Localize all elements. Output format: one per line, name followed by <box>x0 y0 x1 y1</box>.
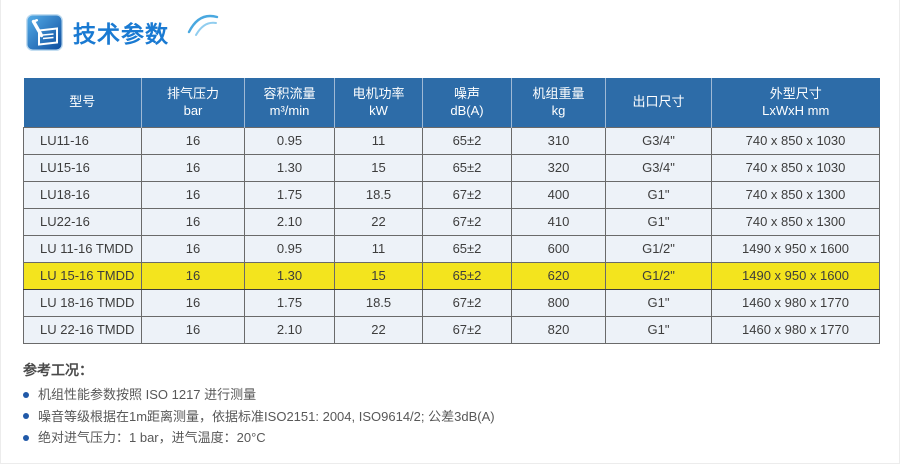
cell-power: 11 <box>334 234 423 263</box>
cell-outlet: G1" <box>605 315 712 344</box>
bullet-icon <box>23 435 29 442</box>
cell-flow: 0.95 <box>244 234 335 263</box>
col-header-volume-flow: 容积流量 m³/min <box>244 78 335 127</box>
cell-flow: 1.75 <box>244 180 335 209</box>
cell-weight: 320 <box>511 153 606 182</box>
table-row: LU 22-16 TMDD 16 2.10 22 67±2 820 G1" 14… <box>23 315 880 344</box>
cell-dimensions: 1490 x 950 x 1600 <box>711 234 880 263</box>
cell-power: 22 <box>334 315 423 344</box>
col-header-model: 型号 <box>23 78 142 127</box>
cell-noise: 67±2 <box>422 288 512 317</box>
bullet-icon <box>23 413 29 420</box>
cell-outlet: G1" <box>605 180 712 209</box>
cell-pressure: 16 <box>141 207 245 236</box>
table-row-highlighted: LU 15-16 TMDD 16 1.30 15 65±2 620 G1/2" … <box>23 261 880 290</box>
table-row: LU18-16 16 1.75 18.5 67±2 400 G1" 740 x … <box>23 180 880 209</box>
double-arc-swoosh-icon <box>187 14 219 36</box>
cell-pressure: 16 <box>141 234 245 263</box>
cell-dimensions: 740 x 850 x 1030 <box>711 153 880 182</box>
cell-flow: 2.10 <box>244 207 335 236</box>
cell-power: 22 <box>334 207 423 236</box>
cell-power: 15 <box>334 153 423 182</box>
note-item: 机组性能参数按照 ISO 1217 进行测量 <box>23 388 495 402</box>
cell-noise: 65±2 <box>422 153 512 182</box>
cell-model: LU15-16 <box>23 153 142 182</box>
cell-pressure: 16 <box>141 261 245 290</box>
col-header-overall-dimensions: 外型尺寸 LxWxH mm <box>711 78 880 127</box>
section-title-bar: 技术参数 <box>26 8 223 56</box>
cell-pressure: 16 <box>141 315 245 344</box>
cell-dimensions: 740 x 850 x 1300 <box>711 207 880 236</box>
cell-flow: 1.75 <box>244 288 335 317</box>
cell-dimensions: 1490 x 950 x 1600 <box>711 261 880 290</box>
cell-model: LU 15-16 TMDD <box>23 261 142 290</box>
col-header-discharge-pressure: 排气压力 bar <box>141 78 245 127</box>
cell-pressure: 16 <box>141 153 245 182</box>
cell-pressure: 16 <box>141 126 245 155</box>
col-header-outlet-size: 出口尺寸 <box>605 78 712 127</box>
cell-dimensions: 740 x 850 x 1300 <box>711 180 880 209</box>
cell-pressure: 16 <box>141 288 245 317</box>
cell-model: LU 18-16 TMDD <box>23 288 142 317</box>
cell-noise: 65±2 <box>422 126 512 155</box>
cell-power: 18.5 <box>334 180 423 209</box>
cell-dimensions: 1460 x 980 x 1770 <box>711 315 880 344</box>
spec-table: 型号 排气压力 bar 容积流量 m³/min 电机功率 kW 噪声 dB(A)… <box>23 78 880 344</box>
cell-dimensions: 1460 x 980 x 1770 <box>711 288 880 317</box>
table-row: LU11-16 16 0.95 11 65±2 310 G3/4" 740 x … <box>23 126 880 155</box>
cell-flow: 2.10 <box>244 315 335 344</box>
cell-model: LU 22-16 TMDD <box>23 315 142 344</box>
cell-model: LU18-16 <box>23 180 142 209</box>
note-text: 噪音等级根据在1m距离测量，依据标准ISO2151: 2004, ISO9614… <box>38 408 495 424</box>
cell-weight: 620 <box>511 261 606 290</box>
col-header-noise: 噪声 dB(A) <box>422 78 512 127</box>
notes-heading: 参考工况： <box>23 362 93 378</box>
cell-weight: 600 <box>511 234 606 263</box>
cell-power: 15 <box>334 261 423 290</box>
cell-weight: 400 <box>511 180 606 209</box>
cell-noise: 67±2 <box>422 207 512 236</box>
cell-outlet: G1/2" <box>605 234 712 263</box>
cell-model: LU 11-16 TMDD <box>23 234 142 263</box>
note-text: 绝对进气压力：1 bar，进气温度：20°C <box>38 430 266 446</box>
cell-model: LU11-16 <box>23 126 142 155</box>
cell-pressure: 16 <box>141 180 245 209</box>
cell-power: 18.5 <box>334 288 423 317</box>
spec-table-header: 型号 排气压力 bar 容积流量 m³/min 电机功率 kW 噪声 dB(A)… <box>23 78 880 127</box>
cell-weight: 820 <box>511 315 606 344</box>
col-header-unit-weight: 机组重量 kg <box>511 78 606 127</box>
pen-writing-on-pad-icon <box>26 13 63 51</box>
bullet-icon <box>23 391 29 398</box>
cell-noise: 67±2 <box>422 180 512 209</box>
note-item: 噪音等级根据在1m距离测量，依据标准ISO2151: 2004, ISO9614… <box>23 408 495 424</box>
cell-flow: 1.30 <box>244 261 335 290</box>
cell-weight: 410 <box>511 207 606 236</box>
cell-noise: 67±2 <box>422 315 512 344</box>
cell-outlet: G3/4" <box>605 126 712 155</box>
cell-outlet: G1" <box>605 207 712 236</box>
cell-noise: 65±2 <box>422 234 512 263</box>
cell-model: LU22-16 <box>23 207 142 236</box>
cell-flow: 1.30 <box>244 153 335 182</box>
note-text: 机组性能参数按照 ISO 1217 进行测量 <box>38 387 257 402</box>
cell-outlet: G1/2" <box>605 261 712 290</box>
note-item: 绝对进气压力：1 bar，进气温度：20°C <box>23 431 495 445</box>
cell-dimensions: 740 x 850 x 1030 <box>711 126 880 155</box>
table-row: LU 18-16 TMDD 16 1.75 18.5 67±2 800 G1" … <box>23 288 880 317</box>
table-row: LU22-16 16 2.10 22 67±2 410 G1" 740 x 85… <box>23 207 880 236</box>
col-header-motor-power: 电机功率 kW <box>334 78 423 127</box>
table-row: LU15-16 16 1.30 15 65±2 320 G3/4" 740 x … <box>23 153 880 182</box>
cell-outlet: G3/4" <box>605 153 712 182</box>
page-title: 技术参数 <box>73 21 169 47</box>
table-row: LU 11-16 TMDD 16 0.95 11 65±2 600 G1/2" … <box>23 234 880 263</box>
cell-flow: 0.95 <box>244 126 335 155</box>
cell-noise: 65±2 <box>422 261 512 290</box>
cell-weight: 310 <box>511 126 606 155</box>
cell-weight: 800 <box>511 288 606 317</box>
cell-power: 11 <box>334 126 423 155</box>
cell-outlet: G1" <box>605 288 712 317</box>
reference-conditions: 参考工况： 机组性能参数按照 ISO 1217 进行测量 噪音等级根据在1m距离… <box>23 360 495 453</box>
